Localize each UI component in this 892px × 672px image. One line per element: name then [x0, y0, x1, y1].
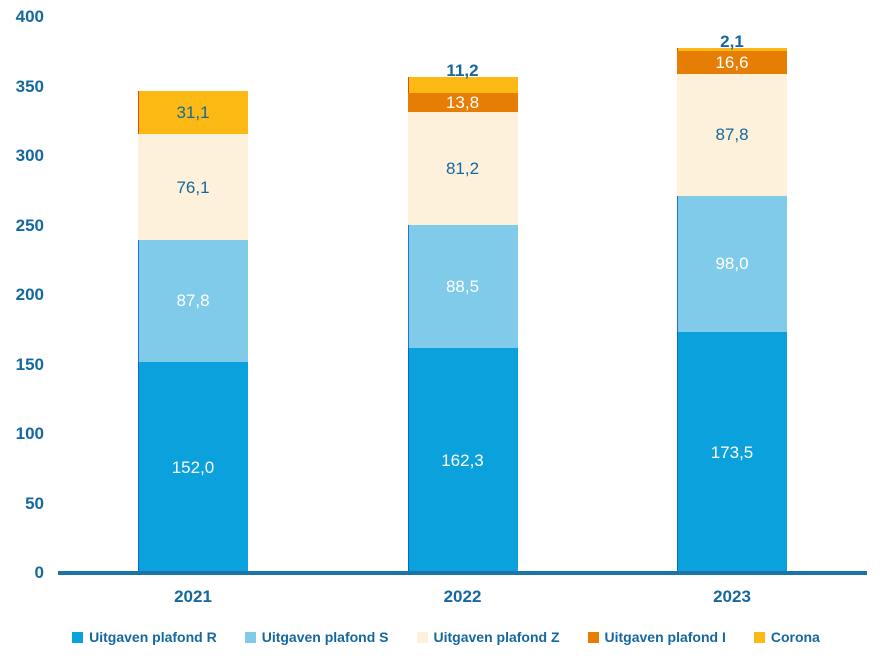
legend-label: Uitgaven plafond Z — [433, 629, 560, 645]
data-label-2023-corona: 2,1 — [720, 31, 744, 51]
y-tick-300: 300 — [15, 146, 44, 166]
y-tick-50: 50 — [25, 493, 44, 513]
x-axis-line — [58, 571, 867, 575]
legend-item-uitgaven-plafond-s: Uitgaven plafond S — [244, 629, 389, 645]
y-tick-400: 400 — [15, 7, 44, 27]
bar-segment-uitgaven-plafond-z-2023 — [677, 73, 787, 196]
bar-segment-uitgaven-plafond-z-2021 — [138, 134, 248, 240]
bar-segment-uitgaven-plafond-s-2021 — [138, 239, 248, 362]
legend-marker-icon — [72, 631, 84, 643]
legend: Uitgaven plafond R Uitgaven plafond S Uitg… — [0, 629, 892, 645]
data-label-2022-corona: 11,2 — [446, 61, 479, 81]
legend-item-corona: Corona — [753, 629, 820, 645]
x-tick-2023: 2023 — [713, 587, 751, 606]
legend-marker-icon — [587, 631, 599, 643]
bar-segment-corona-2023 — [677, 47, 787, 51]
legend-label: Uitgaven plafond S — [261, 629, 389, 645]
bar-segment-uitgaven-plafond-s-2023 — [677, 195, 787, 332]
y-tick-350: 350 — [15, 76, 44, 96]
legend-label: Uitgaven plafond I — [604, 629, 726, 645]
y-tick-0: 0 — [34, 563, 44, 582]
bar-segment-uitgaven-plafond-i-2023 — [677, 50, 787, 74]
legend-item-uitgaven-plafond-i: Uitgaven plafond I — [587, 629, 726, 645]
bar-segment-uitgaven-plafond-s-2022 — [407, 224, 518, 348]
bar-segment-corona-2021 — [138, 91, 248, 135]
legend-item-uitgaven-plafond-z: Uitgaven plafond Z — [416, 629, 560, 645]
y-tick-250: 250 — [15, 215, 44, 235]
bar-segment-uitgaven-plafond-i-2022 — [407, 92, 518, 112]
legend-marker-icon — [753, 631, 765, 643]
bar-segment-uitgaven-plafond-r-2021 — [138, 361, 248, 573]
legend-marker-icon — [416, 631, 428, 643]
y-tick-200: 200 — [15, 285, 44, 305]
bar-segment-corona-2022 — [407, 77, 518, 93]
legend-label: Uitgaven plafond R — [89, 629, 217, 645]
legend-label: Corona — [770, 629, 820, 645]
y-tick-150: 150 — [15, 354, 44, 374]
x-tick-2022: 2022 — [443, 587, 482, 606]
bar-segment-uitgaven-plafond-r-2023 — [677, 332, 787, 573]
legend-item-uitgaven-plafond-r: Uitgaven plafond R — [72, 629, 217, 645]
bar-segment-uitgaven-plafond-z-2022 — [407, 111, 518, 225]
legend-marker-icon — [244, 631, 256, 643]
bar-segment-uitgaven-plafond-r-2022 — [407, 347, 518, 573]
x-tick-2021: 2021 — [174, 587, 212, 606]
y-tick-100: 100 — [15, 424, 44, 444]
